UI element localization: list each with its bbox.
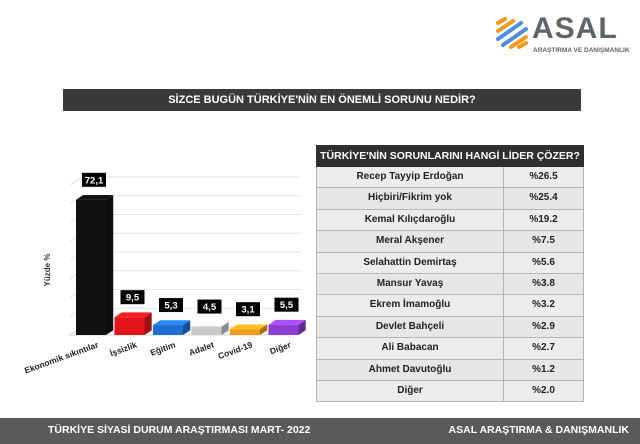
table-row: Diğer %2.0 bbox=[316, 380, 584, 403]
table-row: Devlet Bahçeli %2.9 bbox=[316, 316, 584, 339]
data-label-box bbox=[197, 299, 222, 314]
category-label: Ekonomik sıkıntılar bbox=[23, 339, 100, 375]
leader-name: Recep Tayyip Erdoğan bbox=[316, 167, 504, 188]
leader-name: Ekrem İmamoğlu bbox=[316, 295, 504, 316]
data-label: 5,3 bbox=[164, 301, 177, 312]
bar-side bbox=[183, 320, 191, 335]
table-row: Mansur Yavaş %3.8 bbox=[316, 273, 584, 296]
footer-survey-title: TÜRKİYE SİYASİ DURUM ARAŞTIRMASI MART- 2… bbox=[48, 424, 311, 436]
data-label: 3,1 bbox=[241, 305, 255, 316]
bar bbox=[153, 325, 183, 335]
data-label-box bbox=[82, 172, 106, 187]
issues-bar-chart: Yüzde % 72,1 Ekonomik sıkıntılar 9,5 İşsizli… bbox=[23, 172, 306, 376]
table-row: Ali Babacan %2.7 bbox=[316, 338, 584, 360]
leader-name: Mansur Yavaş bbox=[316, 273, 504, 295]
asal-logo-mark-icon bbox=[496, 17, 528, 49]
category-label: İşsizlik bbox=[109, 339, 139, 358]
leader-name: Kemal Kılıçdaroğlu bbox=[316, 209, 504, 231]
asal-logo: ASAL ARAŞTIRMA VE DANIŞMANLIK bbox=[495, 12, 630, 56]
leader-percent: %3.8 bbox=[504, 273, 584, 295]
bar bbox=[268, 324, 299, 335]
data-label: 4,5 bbox=[203, 302, 217, 313]
bar-side bbox=[144, 312, 152, 335]
leader-percent: %26.5 bbox=[504, 167, 584, 188]
bar bbox=[76, 199, 106, 335]
question-banner: SİZCE BUGÜN TÜRKİYE'NİN EN ÖNEMLİ SORUNU… bbox=[63, 89, 581, 111]
y-axis-label: Yüzde % bbox=[43, 254, 52, 287]
logo-subtitle: ARAŞTIRMA VE DANIŞMANLIK bbox=[533, 47, 630, 54]
table-row: Meral Akşener %7.5 bbox=[316, 231, 584, 253]
data-label: 9,5 bbox=[126, 293, 140, 304]
bar-side bbox=[106, 195, 114, 335]
bar bbox=[191, 326, 222, 335]
data-label: 5,5 bbox=[280, 300, 294, 311]
bar-top bbox=[76, 195, 114, 200]
bar-top bbox=[114, 312, 152, 318]
leader-percent: %2.9 bbox=[504, 316, 584, 338]
logo-wordmark: ASAL bbox=[532, 12, 618, 45]
category-label: Covid-19 bbox=[217, 339, 254, 361]
category-label: Diğer bbox=[268, 339, 292, 356]
data-label-box bbox=[159, 298, 183, 313]
table-row: Ekrem İmamoğlu %3.2 bbox=[316, 295, 584, 317]
leader-name: Devlet Bahçeli bbox=[316, 316, 504, 338]
leader-percent: %5.6 bbox=[504, 252, 584, 273]
bar-side bbox=[221, 321, 229, 335]
leader-percent: %2.0 bbox=[504, 380, 584, 402]
bar-top bbox=[230, 324, 268, 330]
table-row: Selahattin Demirtaş %5.6 bbox=[316, 252, 584, 274]
leaders-table-body: Recep Tayyip Erdoğan %26.5 Hiçbiri/Fikrim … bbox=[316, 167, 584, 403]
category-label: Adalet bbox=[187, 339, 215, 357]
bar-side bbox=[298, 319, 306, 335]
bar-top bbox=[191, 321, 229, 327]
data-label-box bbox=[120, 290, 145, 305]
leader-percent: %7.5 bbox=[504, 231, 584, 252]
footer-company: ASAL ARAŞTIRMA & DANIŞMANLIK bbox=[448, 424, 629, 436]
grid-line bbox=[69, 176, 83, 186]
leaders-table: TÜRKİYE'NİN SORUNLARINI HANGİ LİDER ÇÖZE… bbox=[316, 145, 584, 403]
leader-name: Ahmet Davutoğlu bbox=[316, 359, 504, 380]
table-row: Recep Tayyip Erdoğan %26.5 bbox=[316, 167, 584, 189]
leaders-table-title: TÜRKİYE'NİN SORUNLARINI HANGİ LİDER ÇÖZE… bbox=[316, 145, 584, 167]
bar-top bbox=[153, 320, 191, 326]
bar-side bbox=[260, 324, 268, 335]
footer-bar: TÜRKİYE SİYASİ DURUM ARAŞTIRMASI MART- 2… bbox=[0, 418, 640, 444]
bar bbox=[114, 317, 145, 335]
data-label-box bbox=[274, 297, 299, 312]
leader-percent: %2.7 bbox=[504, 338, 584, 359]
leader-percent: %1.2 bbox=[504, 359, 584, 380]
data-label: 72,1 bbox=[85, 175, 104, 186]
bar-top bbox=[268, 319, 306, 325]
bar bbox=[230, 329, 260, 335]
leader-name: Diğer bbox=[316, 380, 504, 402]
grid-line bbox=[69, 195, 83, 205]
table-row: Hiçbiri/Fikrim yok %25.4 bbox=[316, 188, 584, 210]
table-row: Ahmet Davutoğlu %1.2 bbox=[316, 359, 584, 381]
leader-percent: %25.4 bbox=[504, 188, 584, 209]
table-row: Kemal Kılıçdaroğlu %19.2 bbox=[316, 209, 584, 232]
data-label-box bbox=[236, 302, 260, 317]
category-label: Eğitim bbox=[149, 339, 177, 357]
leader-name: Hiçbiri/Fikrim yok bbox=[316, 188, 504, 209]
leader-percent: %3.2 bbox=[504, 295, 584, 316]
leader-name: Ali Babacan bbox=[316, 338, 504, 359]
leader-name: Selahattin Demirtaş bbox=[316, 252, 504, 273]
leader-name: Meral Akşener bbox=[316, 231, 504, 252]
leader-percent: %19.2 bbox=[504, 209, 584, 231]
